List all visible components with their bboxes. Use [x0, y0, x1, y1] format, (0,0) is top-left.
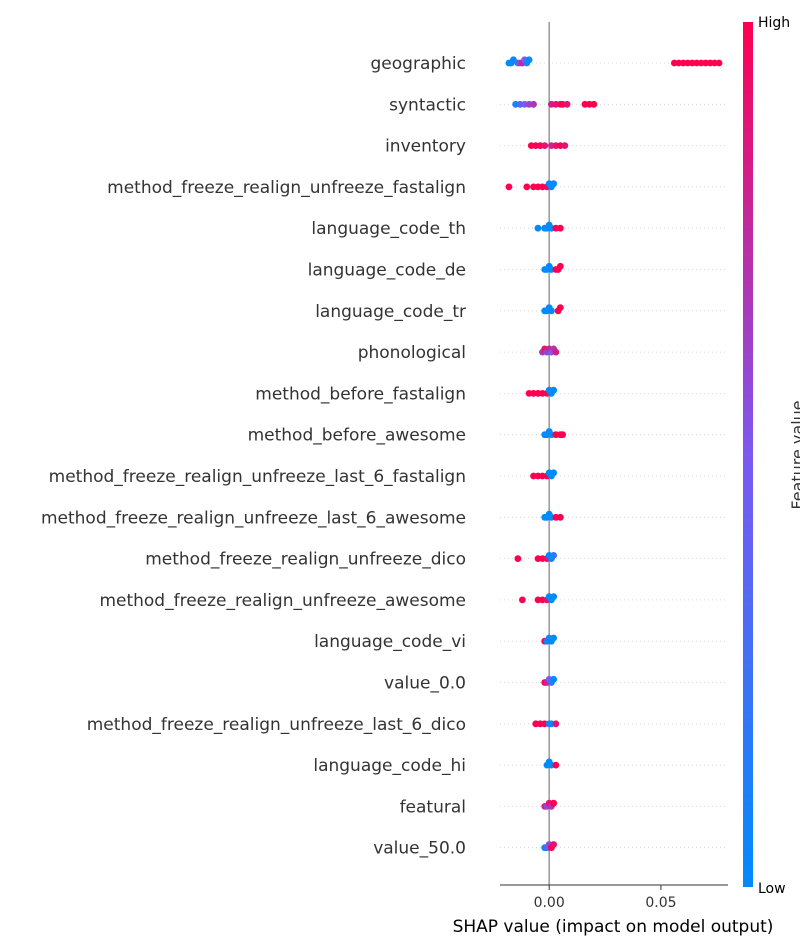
points-layer [505, 56, 723, 852]
shap-point [590, 100, 598, 108]
feature-label: language_code_th [311, 219, 466, 239]
shap-point [523, 183, 531, 191]
shap-point [559, 431, 566, 439]
shap-point [556, 513, 564, 521]
shap-point [552, 720, 560, 728]
x-tick-label: 0.00 [534, 895, 565, 911]
shap-point [548, 307, 555, 315]
feature-labels: geographic syntactic inventory method_freez… [41, 54, 466, 859]
shap-point [550, 469, 558, 477]
feature-label: method_freeze_realign_unfreeze_last_6_fa… [49, 467, 466, 487]
feature-label: syntactic [389, 95, 466, 115]
x-ticks: 0.00 0.05 [534, 885, 677, 911]
feature-label: method_before_awesome [248, 426, 466, 446]
shap-point [550, 634, 558, 642]
feature-label: phonological [358, 343, 466, 363]
colorbar [743, 22, 753, 887]
feature-label: method_freeze_realign_unfreeze_awesome [99, 591, 466, 611]
shap-point [550, 799, 558, 807]
feature-label: method_freeze_realign_unfreeze_fastalign [107, 178, 466, 198]
feature-label: method_before_fastalign [255, 384, 466, 404]
shap-point [561, 142, 569, 150]
shap-point [552, 348, 560, 356]
shap-point [556, 304, 564, 311]
feature-label: method_freeze_realign_unfreeze_last_6_aw… [41, 508, 466, 528]
shap-point [541, 142, 549, 150]
shap-point [550, 593, 558, 601]
feature-label: geographic [371, 54, 466, 74]
shap-point [514, 555, 522, 562]
shap-point [550, 180, 558, 188]
shap-point [534, 224, 542, 232]
x-tick-label: 0.05 [645, 895, 676, 911]
shap-point [518, 596, 526, 604]
colorbar-title: Feature value [788, 400, 800, 509]
shap-point [550, 675, 558, 683]
feature-label: inventory [385, 137, 466, 157]
feature-label: method_freeze_realign_unfreeze_dico [145, 550, 466, 570]
shap-point [556, 262, 564, 270]
feature-label: value_0.0 [384, 674, 466, 694]
feature-label: language_code_de [308, 261, 466, 281]
feature-label: value_50.0 [373, 839, 466, 859]
shap-point [556, 224, 564, 232]
feature-label: language_code_tr [315, 302, 466, 322]
shap-point [530, 100, 537, 108]
x-axis-title: SHAP value (impact on model output) [453, 917, 774, 937]
shap-point [505, 183, 513, 191]
shap-point [552, 761, 560, 769]
colorbar-high-label: High [758, 15, 790, 31]
shap-point [550, 841, 558, 848]
shap-point [550, 552, 558, 559]
feature-label: featural [400, 797, 466, 817]
feature-label: language_code_hi [313, 756, 466, 776]
colorbar-low-label: Low [758, 881, 786, 897]
feature-label: method_freeze_realign_unfreeze_last_6_di… [87, 715, 466, 735]
shap-point [563, 100, 571, 108]
shap-point [550, 386, 558, 394]
row-guides [500, 62, 728, 849]
shap-point [525, 56, 533, 64]
shap-point [715, 59, 723, 67]
feature-label: language_code_vi [314, 632, 466, 652]
